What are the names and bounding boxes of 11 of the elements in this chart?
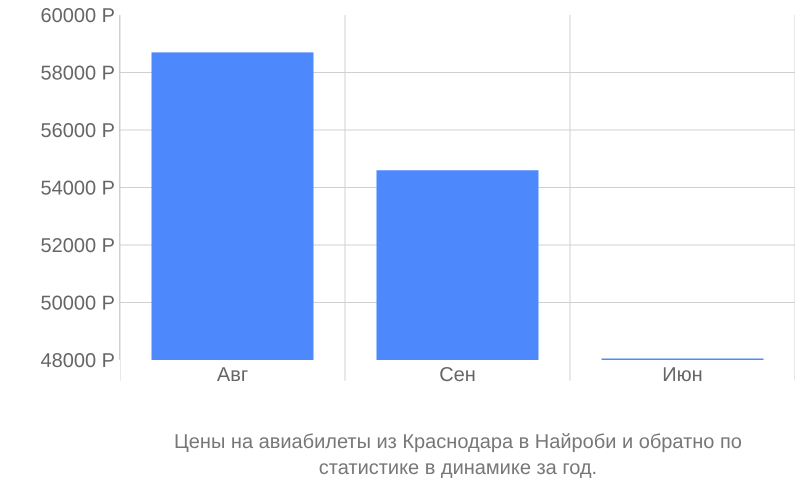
y-tick-label: 60000 Р: [40, 5, 115, 27]
y-tick-label: 50000 Р: [40, 292, 115, 314]
y-tick-label: 52000 Р: [40, 235, 115, 257]
y-tick-label: 54000 Р: [40, 178, 115, 200]
x-tick-label: Сен: [439, 364, 476, 386]
x-tick-label: Авг: [216, 364, 248, 386]
y-tick-label: 48000 Р: [40, 350, 115, 372]
x-tick-label: Июн: [662, 364, 703, 386]
y-tick-label: 56000 Р: [40, 120, 115, 142]
text: Цены на авиабилеты из Краснодара в Найроби и обратно по статистике в динамике за год.: [174, 431, 742, 479]
y-tick-label: 58000 Р: [40, 62, 115, 84]
